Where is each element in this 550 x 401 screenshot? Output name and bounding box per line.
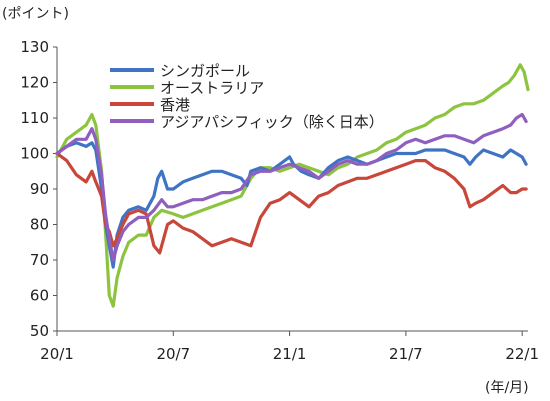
y-tick-label: 60 (30, 287, 49, 305)
x-tick-label: 21/1 (273, 345, 307, 363)
legend-label: アジアパシフィック（除く日本） (160, 113, 384, 131)
y-tick-label: 100 (20, 145, 49, 163)
y-tick-labels: 50 60 70 80 90 100 110 120 130 (20, 38, 57, 340)
axes (56, 47, 528, 332)
y-tick-label: 90 (30, 180, 49, 198)
legend-label: 香港 (160, 96, 190, 114)
series-line-2 (55, 151, 528, 255)
x-tick-label: 20/1 (40, 345, 74, 363)
legend-label: シンガポール (160, 62, 250, 80)
x-tick-label: 20/7 (156, 345, 190, 363)
y-tick-label: 110 (20, 109, 49, 127)
y-tick-label: 80 (30, 216, 49, 234)
series-line-1 (55, 63, 530, 308)
y-tick-label: 70 (30, 251, 49, 269)
y-tick-label: 130 (20, 38, 49, 56)
y-tick-label: 50 (30, 322, 49, 340)
series-line-3 (55, 112, 528, 262)
x-axis-unit-label: (年/月) (485, 380, 529, 396)
legend-label: オーストラリア (160, 79, 264, 97)
y-axis-unit-label: (ポイント) (2, 6, 69, 22)
y-tick-label: 120 (20, 74, 49, 92)
x-tick-label: 22/1 (505, 345, 539, 363)
x-tick-label: 21/7 (389, 345, 423, 363)
series-lines (55, 63, 530, 308)
x-tick-labels: 20/1 20/7 21/1 21/7 22/1 (40, 331, 539, 363)
